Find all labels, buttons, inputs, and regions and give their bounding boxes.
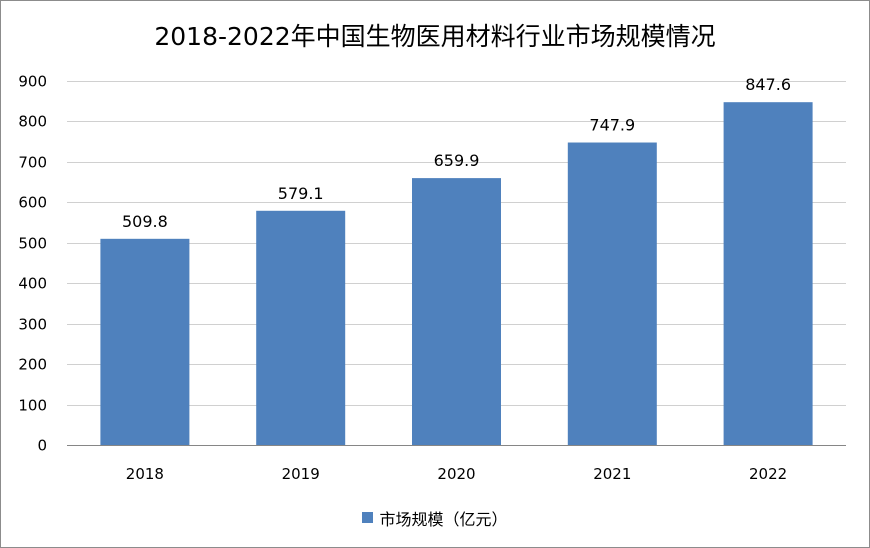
y-tick-label: 700 <box>18 154 47 172</box>
data-label: 509.8 <box>122 212 168 231</box>
legend-swatch <box>362 511 374 523</box>
y-tick-label: 300 <box>18 316 47 334</box>
y-tick-label: 800 <box>18 113 47 131</box>
y-tick-label: 0 <box>37 437 47 455</box>
legend: 市场规模（亿元） <box>1 506 869 530</box>
y-tick-label: 200 <box>18 356 47 374</box>
x-tick-label: 2020 <box>437 465 475 483</box>
y-tick-label: 500 <box>18 235 47 253</box>
data-label: 747.9 <box>589 116 635 135</box>
bar <box>256 210 346 445</box>
x-tick-label: 2019 <box>282 465 320 483</box>
y-tick-label: 600 <box>18 194 47 212</box>
bar <box>412 178 501 445</box>
data-label: 659.9 <box>434 151 480 170</box>
y-tick-label: 400 <box>18 275 47 293</box>
bar <box>723 102 813 446</box>
bar <box>100 238 190 445</box>
data-label: 847.6 <box>745 75 791 94</box>
y-tick-label: 100 <box>18 397 47 415</box>
chart-title: 2018-2022年中国生物医用材料行业市场规模情况 <box>154 22 716 51</box>
x-tick-label: 2018 <box>126 465 164 483</box>
data-label: 579.1 <box>278 184 324 203</box>
bar <box>567 142 657 446</box>
x-tick-label: 2021 <box>593 465 631 483</box>
chart-plot: 0 100 200 300 400 500 600 700 800 900 509.8 2018 579… <box>18 73 846 483</box>
x-tick-label: 2022 <box>749 465 787 483</box>
y-tick-label: 900 <box>18 73 47 91</box>
legend-label: 市场规模（亿元） <box>379 510 508 529</box>
